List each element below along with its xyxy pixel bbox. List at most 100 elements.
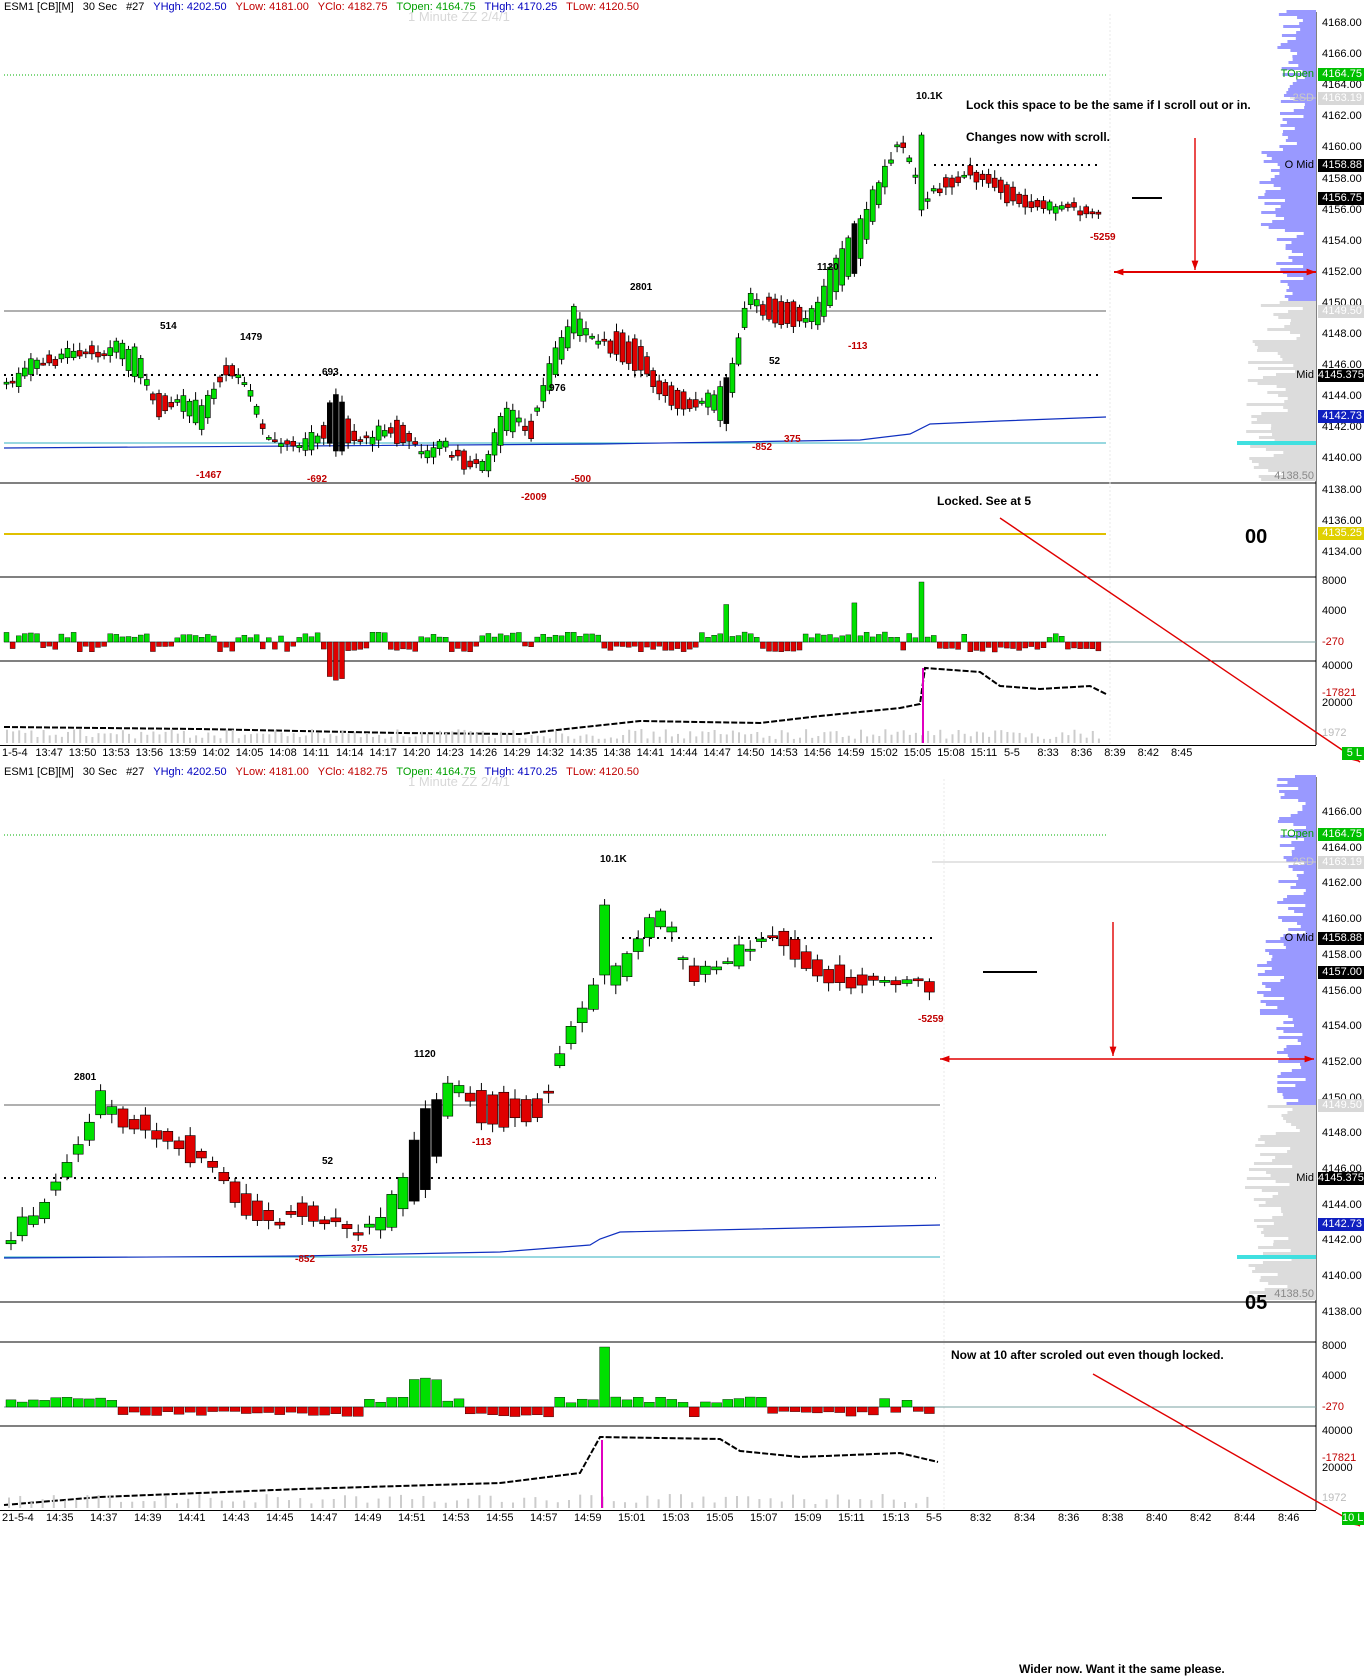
top-swing-annotation: 693 bbox=[322, 367, 339, 378]
top-swing-annotation: 1479 bbox=[240, 332, 263, 343]
top-profile-bar bbox=[1280, 268, 1316, 271]
top-profile-bar bbox=[1283, 406, 1316, 409]
top-candle bbox=[58, 353, 65, 360]
top-cumdelta-volume-tick bbox=[738, 732, 740, 743]
bottom-profile-bar bbox=[1255, 1267, 1316, 1270]
top-cumdelta-volume-tick bbox=[542, 736, 545, 743]
top-price-tick: 4140.00 bbox=[1322, 452, 1362, 465]
bottom-profile-bar bbox=[1277, 1090, 1316, 1093]
top-cumdelta-volume-tick bbox=[890, 734, 893, 743]
bottom-cumdelta-volume-tick bbox=[142, 1501, 145, 1508]
bottom-profile-bar bbox=[1299, 1129, 1316, 1132]
top-cumdelta-volume-tick bbox=[42, 730, 45, 743]
top-time-tick: 14:11 bbox=[302, 747, 330, 759]
top-volume-bar bbox=[461, 641, 467, 652]
top-volume-bar bbox=[839, 635, 845, 643]
bottom-profile-bar bbox=[1257, 991, 1316, 994]
top-candle bbox=[229, 365, 235, 377]
bottom-cumdelta-volume-tick bbox=[299, 1498, 302, 1508]
bottom-cumdelta-volume-tick bbox=[668, 1494, 671, 1508]
top-profile-bar bbox=[1289, 85, 1316, 88]
bottom-volume-bar bbox=[95, 1397, 106, 1408]
top-cumdelta-volume-tick bbox=[927, 730, 930, 743]
top-candle bbox=[583, 328, 589, 336]
top-chart-panel[interactable]: ESM1 [CB][M] 30 Sec #27 YHgh: 4202.50 YL… bbox=[0, 0, 1366, 765]
bottom-profile-bar bbox=[1287, 1285, 1316, 1288]
top-cumdelta-volume-tick bbox=[445, 732, 448, 743]
locked-note: Locked. See at 5 bbox=[937, 494, 1032, 508]
bottom-profile-bar bbox=[1265, 985, 1316, 988]
top-profile-bar bbox=[1276, 238, 1316, 241]
top-volume-bar bbox=[131, 636, 138, 643]
top-time-tick: 13:56 bbox=[135, 747, 164, 759]
top-cumdelta-volume-tick bbox=[841, 736, 844, 743]
top-candle bbox=[534, 407, 541, 412]
bottom-cumdelta-volume-tick bbox=[545, 1500, 548, 1508]
top-volume-bar bbox=[406, 641, 412, 650]
top-volume-bar bbox=[278, 635, 284, 643]
bottom-cumdelta-volume-tick bbox=[288, 1500, 290, 1508]
top-profile-bar bbox=[1276, 385, 1316, 388]
top-cumdelta-volume-tick bbox=[140, 731, 143, 743]
top-volume-bar bbox=[680, 641, 687, 652]
top-volume-bar bbox=[583, 633, 589, 643]
bottom-profile-bar bbox=[1267, 1105, 1316, 1108]
top-time-tick: 14:35 bbox=[569, 747, 598, 759]
top-cumdelta-volume-tick bbox=[701, 731, 704, 743]
bottom-candle bbox=[487, 1094, 498, 1125]
bottom-candle bbox=[151, 1130, 162, 1140]
top-volume-bar bbox=[1004, 641, 1010, 649]
top-volume-bar bbox=[235, 637, 242, 643]
bottom-profile-bar bbox=[1260, 1276, 1316, 1279]
top-price-tick: 4156.00 bbox=[1322, 203, 1362, 216]
top-profile-bar bbox=[1288, 61, 1316, 64]
top-cumdelta-volume-tick bbox=[311, 729, 313, 743]
top-cumdelta-volume-tick bbox=[243, 734, 246, 743]
bottom-vwap-line bbox=[3, 1224, 941, 1259]
bottom-profile-bar bbox=[1288, 1237, 1316, 1240]
top-profile-bar bbox=[1285, 247, 1316, 250]
bottom-cumdelta-volume-tick bbox=[792, 1494, 794, 1508]
bottom-time-tick: 8:32 bbox=[970, 1512, 992, 1524]
top-profile-bar bbox=[1288, 298, 1316, 301]
bottom-chart-panel[interactable]: ESM1 [CB][M] 30 Sec #27 YHgh: 4202.50 YL… bbox=[0, 765, 1366, 1530]
bottom-candle bbox=[274, 1221, 286, 1226]
top-cumdelta-volume-tick bbox=[1091, 730, 1094, 743]
bottom-profile-bar bbox=[1297, 832, 1316, 835]
top-cumdelta-volume-tick bbox=[48, 735, 51, 743]
bottom-profile-bar bbox=[1258, 1204, 1316, 1207]
bottom-cumdelta-volume-tick bbox=[904, 1501, 906, 1508]
bottom-cumdelta-volume-tick bbox=[534, 1497, 537, 1508]
top-candle bbox=[150, 393, 156, 401]
top-swing-annotation: -692 bbox=[307, 474, 328, 485]
top-profile-bar bbox=[1282, 73, 1316, 76]
top-profile-bar bbox=[1291, 241, 1316, 244]
top-time-tick: 14:59 bbox=[837, 747, 865, 759]
tlow-label: TLow: 4120.50 bbox=[566, 1, 639, 13]
top-candle bbox=[406, 433, 412, 442]
top-cumdelta-volume-tick bbox=[835, 731, 838, 743]
top-candle bbox=[997, 179, 1004, 193]
top-profile-bar bbox=[1299, 22, 1316, 25]
top-volume-bar bbox=[205, 634, 211, 643]
bottom-profile-bar bbox=[1280, 979, 1316, 982]
top-volume-bar bbox=[528, 641, 534, 647]
top-cumdelta-volume-tick bbox=[548, 738, 551, 743]
top-profile-bar bbox=[1290, 322, 1316, 325]
bottom-candle bbox=[677, 957, 689, 960]
top-candle bbox=[119, 342, 126, 360]
bottom-profile-bar bbox=[1257, 973, 1316, 976]
bottom-profile-bar bbox=[1246, 1297, 1316, 1300]
bottom-profile-bar bbox=[1272, 1195, 1316, 1198]
top-volume-bar bbox=[40, 641, 46, 648]
top-cumdelta-volume-tick bbox=[988, 736, 991, 743]
bottom-profile-bar bbox=[1297, 811, 1316, 814]
top-volume-bar bbox=[284, 641, 290, 652]
top-cumdelta-volume-tick bbox=[561, 733, 564, 743]
top-cumdelta-volume-tick bbox=[146, 734, 149, 743]
top-volume-bar bbox=[784, 641, 790, 652]
bottom-profile-bar bbox=[1277, 1006, 1316, 1009]
top-time-tick: 14:56 bbox=[803, 747, 832, 759]
bottom-volume-bar bbox=[521, 1406, 532, 1416]
top-candle bbox=[211, 388, 217, 399]
